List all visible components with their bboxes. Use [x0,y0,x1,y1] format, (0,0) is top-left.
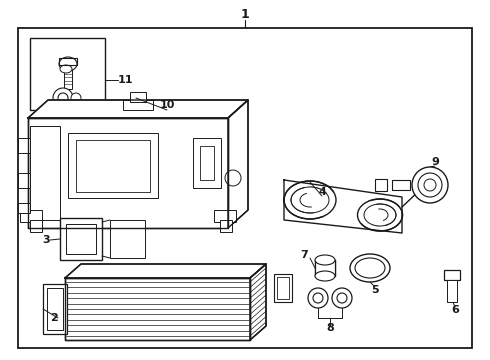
Ellipse shape [350,254,390,282]
Text: 7: 7 [300,250,308,260]
Bar [110,220,145,258]
Bar [68,133,158,198]
Bar [64,65,72,69]
Text: 5: 5 [371,285,379,295]
Ellipse shape [291,187,329,213]
Bar [18,173,30,188]
Bar [60,218,102,260]
Bar [20,210,42,222]
Bar [447,280,457,302]
Circle shape [313,293,323,303]
Bar [18,28,472,348]
Polygon shape [284,180,402,233]
Circle shape [71,93,81,103]
Bar [277,277,289,299]
Bar [444,270,460,280]
Text: 1: 1 [241,9,249,22]
Bar [66,224,96,254]
Ellipse shape [355,258,385,278]
Bar [18,138,30,153]
Bar [214,210,236,222]
Circle shape [53,88,73,108]
Ellipse shape [372,209,388,221]
Bar [274,274,292,302]
Polygon shape [28,100,248,118]
Text: 10: 10 [159,100,175,110]
Bar [392,180,410,190]
Bar [65,278,250,340]
Polygon shape [305,186,385,227]
Text: 3: 3 [42,235,50,245]
Ellipse shape [358,199,402,231]
Circle shape [225,170,241,186]
Bar [18,203,30,213]
Bar [315,260,335,276]
Text: 8: 8 [326,323,334,333]
Bar [47,288,63,330]
Ellipse shape [364,204,396,226]
Ellipse shape [300,193,320,207]
Bar [220,220,232,232]
Bar [375,179,387,191]
Bar [28,118,228,228]
Circle shape [337,293,347,303]
Ellipse shape [315,255,335,265]
Circle shape [58,93,68,103]
Bar [30,220,42,232]
Circle shape [412,167,448,203]
Polygon shape [65,278,250,340]
Bar [200,146,214,180]
Bar [30,126,60,220]
Ellipse shape [284,181,336,219]
Bar [64,69,72,89]
Bar [193,138,221,188]
Bar [123,100,153,110]
Polygon shape [250,264,266,340]
Polygon shape [228,100,248,228]
Bar [30,38,105,110]
Ellipse shape [59,57,77,71]
Bar [76,140,150,192]
Circle shape [418,173,442,197]
Text: 4: 4 [318,187,326,197]
Polygon shape [28,118,228,228]
Text: 6: 6 [451,305,459,315]
Circle shape [424,179,436,191]
Circle shape [308,288,328,308]
Ellipse shape [315,271,335,281]
Bar [130,92,146,102]
Polygon shape [65,264,266,278]
Text: 9: 9 [431,157,439,167]
Circle shape [332,288,352,308]
Polygon shape [59,58,77,65]
Ellipse shape [60,65,72,73]
Text: 11: 11 [118,75,133,85]
Bar [43,284,67,334]
Text: 2: 2 [50,313,58,323]
